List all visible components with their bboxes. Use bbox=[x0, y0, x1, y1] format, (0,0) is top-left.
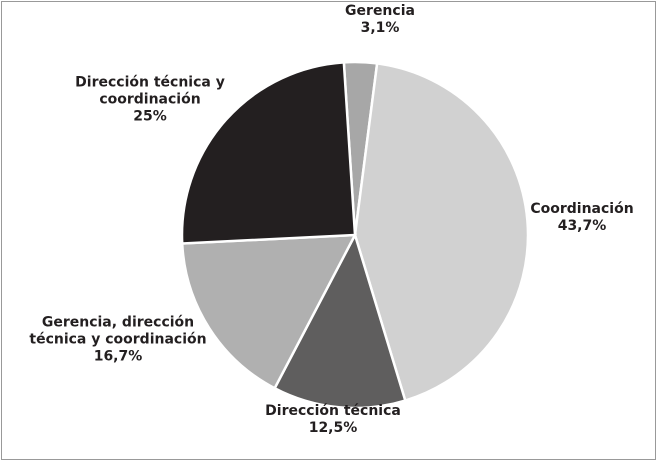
slice-value: 12,5% bbox=[308, 420, 358, 436]
slice-name: Gerencia, dirección técnica y coordinaci… bbox=[29, 314, 207, 348]
slice-label: Gerencia 3,1% bbox=[320, 3, 440, 37]
slice-name: Gerencia bbox=[345, 3, 415, 19]
slice-value: 25% bbox=[133, 108, 167, 125]
slice-name: Coordinación bbox=[530, 201, 634, 217]
slice-value: 43,7% bbox=[557, 218, 607, 234]
slice-name: Dirección técnica y coordinación bbox=[75, 74, 225, 108]
slice-value: 3,1% bbox=[360, 20, 400, 36]
slice-label: Dirección técnica y coordinación 25% bbox=[65, 75, 235, 126]
pie-slice bbox=[180, 61, 357, 245]
slice-name: Dirección técnica bbox=[265, 403, 401, 419]
pie-slice bbox=[272, 231, 407, 410]
slice-value: 16,7% bbox=[93, 348, 143, 365]
slice-label: Coordinación 43,7% bbox=[522, 201, 642, 235]
pie-slice bbox=[353, 62, 530, 403]
slice-label: Dirección técnica 12,5% bbox=[253, 403, 413, 437]
pie-slice bbox=[180, 233, 358, 390]
slice-label: Gerencia, dirección técnica y coordinaci… bbox=[13, 315, 223, 366]
